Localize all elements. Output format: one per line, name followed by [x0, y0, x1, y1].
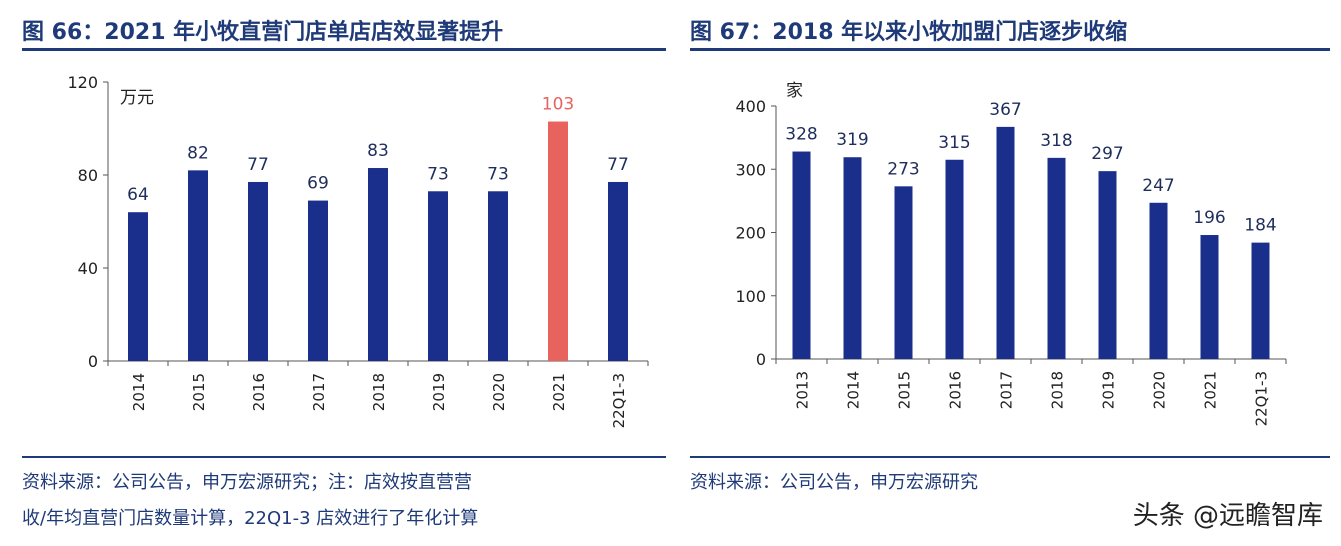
value-label-2017: 367: [989, 100, 1021, 120]
category-label-2020: 2020: [490, 373, 508, 411]
value-label-2016: 315: [938, 133, 970, 153]
bar-2019: [1098, 171, 1117, 359]
figure-title: 图 67：2018 年以来小牧加盟门店逐步收缩: [690, 20, 1128, 45]
value-label-2014: 64: [127, 185, 149, 205]
bar-2017: [996, 126, 1015, 359]
category-label-2020: 2020: [1151, 371, 1169, 409]
y-tick-label: 300: [735, 160, 766, 179]
category-label-2014: 2014: [845, 371, 863, 409]
value-label-2016: 77: [247, 155, 269, 175]
value-label-2021: 196: [1193, 208, 1225, 228]
left-figure: 图 66：2021 年小牧直营门店单店店效显著提升 0 40 80 120 万元 64 20…: [22, 0, 666, 546]
value-label-2020: 73: [487, 164, 509, 184]
bar-2020: [488, 191, 508, 361]
category-label-2019: 2019: [430, 373, 448, 411]
category-label-2014: 2014: [130, 373, 148, 411]
y-tick-label: 80: [78, 166, 98, 185]
franchise-stores-chart: 0 100 200 300 400 家 328 2013 319 2014 273 2015 315 20…: [735, 81, 1287, 426]
value-label-2021: 103: [542, 95, 574, 115]
bar-2016: [248, 181, 268, 361]
y-unit-label: 万元: [120, 88, 154, 108]
y-tick-label: 200: [735, 224, 766, 243]
value-label-2020: 247: [1142, 176, 1174, 196]
value-label-2015: 82: [187, 143, 209, 163]
title-rule: [690, 48, 1330, 51]
bar-2018: [368, 168, 388, 361]
category-label-2019: 2019: [1100, 371, 1118, 409]
category-label-2018: 2018: [370, 373, 388, 411]
source-line-1: 资料来源：公司公告，申万宏源研究: [690, 472, 978, 493]
value-label-22Q1-3: 77: [607, 155, 629, 175]
bar-2016: [945, 159, 964, 359]
y-tick-label: 100: [735, 287, 766, 306]
bar-2021: [548, 121, 568, 362]
value-label-2017: 69: [307, 174, 329, 194]
value-label-2019: 73: [427, 164, 449, 184]
source-line-1: 资料来源：公司公告，申万宏源研究；注：店效按直营营: [22, 472, 472, 493]
y-tick-label: 40: [78, 259, 98, 278]
source-rule: [690, 456, 1330, 458]
watermark: 头条 @远瞻智库: [1132, 501, 1323, 531]
category-label-2021: 2021: [550, 373, 568, 411]
value-label-2015: 273: [887, 159, 919, 179]
bar-2018: [1047, 157, 1066, 359]
value-label-22Q1-3: 184: [1244, 216, 1276, 236]
y-tick-label: 400: [735, 97, 766, 116]
category-label-2016: 2016: [250, 373, 268, 411]
bar-2015: [894, 186, 913, 359]
y-tick-label: 0: [88, 352, 98, 371]
title-rule: [22, 48, 666, 51]
bar-22Q1-3: [1251, 242, 1270, 359]
category-label-2013: 2013: [794, 371, 812, 409]
category-label-2015: 2015: [190, 373, 208, 411]
y-unit-label: 家: [786, 81, 803, 101]
category-label-22Q1-3: 22Q1-3: [1253, 371, 1271, 426]
category-label-2016: 2016: [947, 371, 965, 409]
y-tick-label: 0: [756, 350, 766, 369]
bar-2019: [428, 191, 448, 361]
bar-2014: [843, 157, 862, 359]
value-label-2018: 83: [367, 141, 389, 161]
source-rule: [22, 456, 666, 458]
category-label-2017: 2017: [310, 373, 328, 411]
value-label-2014: 319: [836, 130, 868, 150]
bar-2014: [128, 212, 148, 361]
source-line-2: 收/年均直营门店数量计算，22Q1-3 店效进行了年化计算: [22, 508, 479, 529]
category-label-2018: 2018: [1049, 371, 1067, 409]
bar-2017: [308, 200, 328, 361]
category-label-2021: 2021: [1202, 371, 1220, 409]
category-label-2015: 2015: [896, 371, 914, 409]
value-label-2018: 318: [1040, 131, 1072, 151]
bar-2020: [1149, 202, 1168, 359]
figure-title: 图 66：2021 年小牧直营门店单店店效显著提升: [22, 20, 504, 45]
category-label-22Q1-3: 22Q1-3: [610, 373, 628, 428]
category-label-2017: 2017: [998, 371, 1016, 409]
bar-2013: [792, 151, 811, 359]
value-label-2019: 297: [1091, 144, 1123, 164]
bar-2015: [188, 170, 208, 361]
y-tick-label: 120: [67, 73, 98, 92]
right-figure: 图 67：2018 年以来小牧加盟门店逐步收缩 0 100 200 300 400 家 32…: [690, 0, 1330, 546]
store-efficiency-chart: 0 40 80 120 万元 64 2014 82 2015 77 2016 69 2017 83 2018…: [67, 73, 649, 428]
bar-22Q1-3: [608, 181, 628, 361]
bar-2021: [1200, 235, 1219, 359]
value-label-2013: 328: [785, 125, 817, 145]
